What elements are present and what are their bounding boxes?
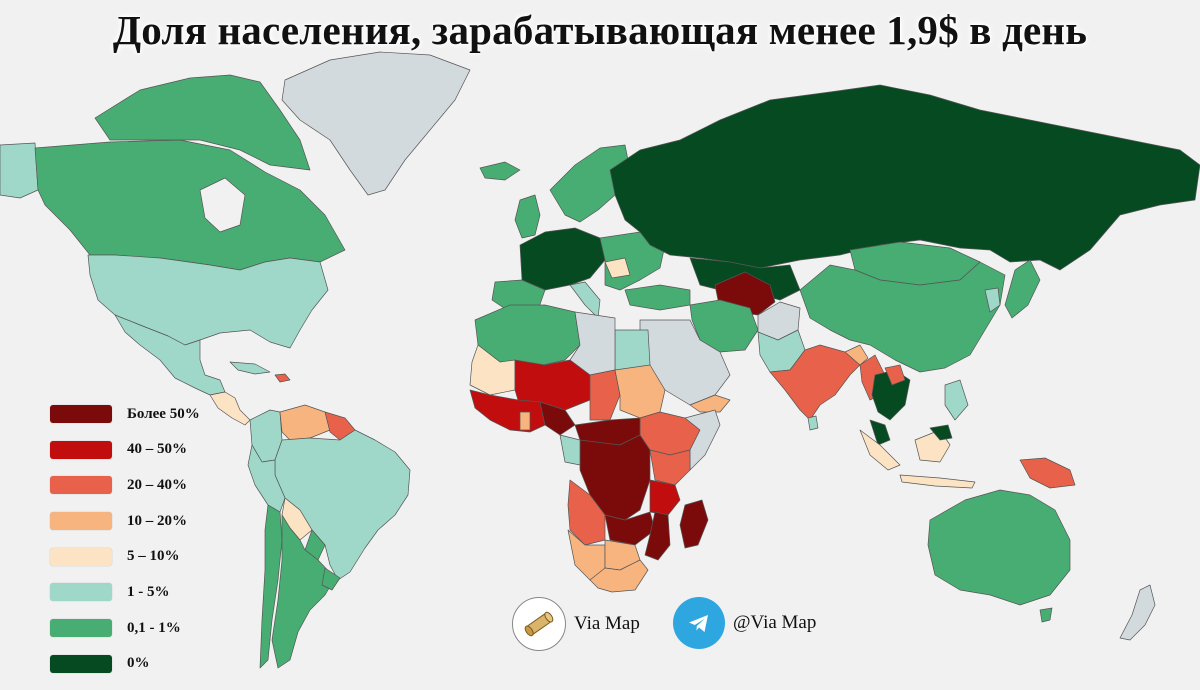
region-kenya — [649, 449, 691, 486]
region-korea — [984, 287, 1001, 313]
legend-label: Более 50% — [127, 405, 200, 422]
region-bangladesh — [844, 344, 869, 366]
region-western-europe — [519, 227, 606, 291]
legend-item: 5 – 10% — [50, 547, 200, 567]
telegram-label: @Via Map — [733, 612, 817, 633]
legend-swatch — [50, 440, 112, 459]
legend-label: 5 – 10% — [127, 548, 180, 565]
region-russia — [609, 84, 1200, 271]
legend-swatch — [50, 476, 112, 495]
region-congo-basin — [579, 434, 651, 521]
region-philippines — [944, 379, 969, 421]
region-ghana — [519, 411, 531, 431]
legend-swatch — [50, 547, 112, 566]
legend-item: 40 – 50% — [50, 440, 200, 460]
region-nigeria — [539, 401, 576, 436]
region-new-guinea — [1019, 457, 1076, 489]
region-argentina — [271, 514, 336, 669]
page-title: Доля населения, зарабатывающая менее 1,9… — [112, 7, 1088, 53]
region-australia — [927, 489, 1071, 606]
region-tasmania — [1039, 607, 1053, 623]
legend-item: 10 – 20% — [50, 511, 200, 531]
legend-swatch — [50, 619, 112, 638]
region-canada-islands — [94, 74, 311, 171]
region-china — [799, 261, 1006, 373]
site-label: Via Map — [574, 613, 640, 634]
region-south-africa — [589, 559, 649, 593]
region-borneo-north — [929, 424, 953, 441]
region-malaysia — [869, 419, 891, 446]
scroll-logo-icon — [512, 597, 566, 651]
region-sumatra — [859, 429, 901, 471]
legend: Более 50% 40 – 50% 20 – 40% 10 – 20% 5 –… — [50, 404, 200, 690]
region-haiti — [274, 373, 291, 383]
region-india — [769, 344, 861, 421]
legend-item: 1 - 5% — [50, 582, 200, 602]
region-uk — [514, 194, 541, 239]
region-new-zealand — [1119, 584, 1156, 641]
legend-item: 20 – 40% — [50, 475, 200, 495]
region-usa — [87, 254, 329, 349]
brand-telegram[interactable]: @Via Map — [673, 597, 816, 649]
region-iceland — [479, 161, 521, 181]
region-angola — [567, 479, 606, 546]
legend-swatch — [50, 583, 112, 602]
region-sri-lanka — [807, 415, 819, 431]
region-venezuela — [279, 404, 331, 441]
water-hudson-bay — [199, 177, 246, 233]
region-turkey — [624, 284, 691, 311]
region-uruguay — [321, 567, 341, 591]
region-iran — [689, 299, 759, 353]
brand-site[interactable]: Via Map — [512, 597, 640, 651]
region-peru — [247, 444, 286, 513]
legend-label: 0% — [127, 655, 150, 672]
region-tanzania — [649, 479, 681, 516]
region-java — [899, 474, 976, 489]
legend-item: 0% — [50, 654, 200, 674]
region-mozambique — [644, 511, 671, 561]
region-italy — [569, 281, 601, 319]
region-gabon — [559, 434, 581, 466]
legend-label: 40 – 50% — [127, 441, 187, 458]
region-egypt — [614, 329, 651, 371]
legend-label: 0,1 - 1% — [127, 619, 181, 636]
region-chile — [259, 504, 283, 669]
legend-label: 1 - 5% — [127, 583, 170, 600]
legend-swatch — [50, 654, 112, 673]
legend-item: Более 50% — [50, 404, 200, 424]
region-japan — [1004, 259, 1041, 319]
telegram-icon — [673, 597, 725, 649]
region-central-america — [209, 391, 251, 426]
legend-swatch — [50, 512, 112, 531]
legend-swatch — [50, 405, 112, 423]
region-mali-niger — [514, 359, 591, 411]
region-greenland — [281, 51, 471, 196]
region-madagascar — [679, 499, 709, 549]
region-mauritania — [469, 344, 516, 396]
region-mexico — [114, 314, 226, 396]
region-laos — [884, 364, 906, 386]
legend-label: 10 – 20% — [127, 512, 187, 529]
region-yemen — [689, 394, 731, 413]
region-alaska — [0, 142, 39, 199]
legend-label: 20 – 40% — [127, 476, 187, 493]
legend-item: 0,1 - 1% — [50, 618, 200, 638]
region-romania — [604, 257, 631, 279]
region-cuba — [229, 361, 271, 375]
region-chad — [589, 369, 621, 421]
world-map — [0, 51, 1200, 669]
region-somalia — [684, 409, 721, 471]
